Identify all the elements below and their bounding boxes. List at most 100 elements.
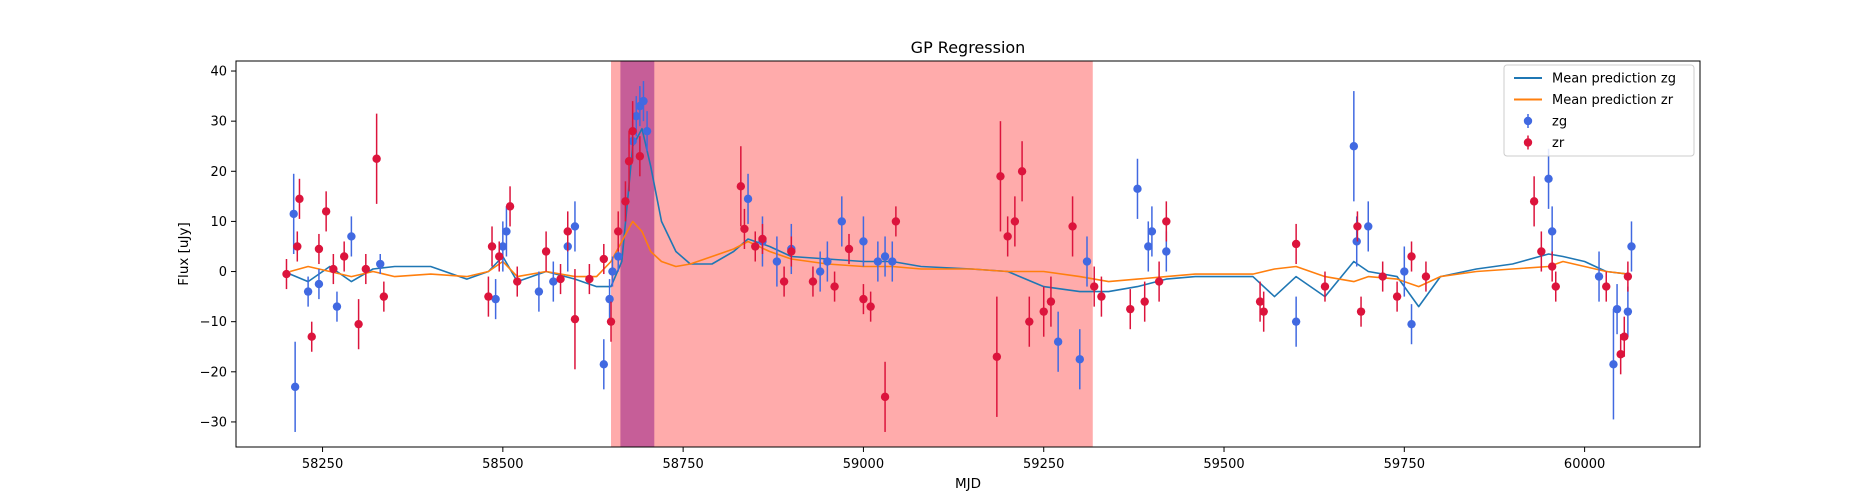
y-tick-label: 30	[210, 115, 227, 130]
data-point	[1378, 272, 1387, 281]
data-point	[635, 152, 645, 161]
data-point	[1623, 307, 1633, 316]
data-point	[1612, 304, 1622, 314]
data-point	[837, 217, 846, 226]
data-point	[487, 242, 497, 251]
data-point	[1602, 282, 1611, 291]
y-tick-label: 20	[210, 165, 227, 180]
data-point	[307, 332, 316, 341]
x-axis-label: MJD	[955, 476, 981, 492]
data-point	[888, 257, 897, 266]
data-point	[505, 202, 515, 211]
data-point	[1537, 247, 1546, 256]
data-point	[996, 172, 1005, 181]
data-point	[1291, 317, 1301, 326]
data-point	[605, 294, 614, 304]
data-point	[498, 242, 508, 251]
data-point	[599, 360, 609, 369]
legend-label: zr	[1552, 136, 1565, 151]
plot-area: 58250 58500 58750 59000 59250 59500 59750 60000…	[200, 60, 1701, 472]
data-point	[1144, 242, 1153, 251]
data-point	[1320, 282, 1330, 291]
y-tick-label: 10	[210, 215, 227, 230]
data-point	[570, 222, 580, 231]
data-point	[513, 277, 522, 286]
data-point	[1154, 277, 1164, 286]
data-point	[491, 294, 500, 304]
legend-label: Mean prediction zg	[1552, 72, 1676, 87]
legend-box	[1503, 64, 1695, 157]
data-point	[290, 382, 300, 392]
data-point	[1627, 242, 1636, 251]
shaded-region-1	[620, 61, 655, 447]
data-point	[1126, 304, 1135, 314]
data-point	[563, 227, 572, 236]
data-point	[608, 267, 617, 276]
series-line-mean-prediction-zg	[289, 127, 1628, 308]
data-point	[639, 96, 648, 106]
data-point	[1003, 232, 1012, 241]
data-point	[1140, 297, 1149, 306]
data-point	[815, 267, 825, 276]
data-point	[484, 292, 493, 301]
data-point	[1421, 272, 1431, 281]
data-point	[823, 257, 832, 266]
data-point	[1090, 282, 1099, 291]
data-point	[1291, 239, 1301, 249]
data-point	[1547, 262, 1557, 271]
data-point	[1623, 272, 1633, 281]
y-tick-label: −20	[200, 365, 227, 380]
data-point	[772, 257, 782, 266]
data-point	[1082, 257, 1092, 266]
data-point	[1392, 292, 1402, 301]
data-point	[1544, 174, 1553, 184]
data-point	[1075, 355, 1084, 364]
data-point	[329, 264, 338, 274]
data-point	[1068, 222, 1077, 231]
data-point	[534, 287, 544, 296]
legend-item-Mean prediction zr: Mean prediction zr	[1514, 93, 1674, 108]
data-point	[740, 224, 749, 234]
data-point	[632, 111, 641, 121]
legend-label: Mean prediction zr	[1552, 93, 1674, 108]
data-point	[614, 252, 623, 261]
data-point	[736, 182, 746, 191]
data-point	[992, 352, 1002, 361]
data-point	[779, 277, 789, 286]
data-point	[808, 277, 818, 286]
legend-item-zg: zg	[1523, 114, 1567, 130]
data-point	[873, 257, 883, 266]
axes-frame	[235, 60, 1701, 448]
data-point	[372, 154, 381, 163]
data-point	[1551, 282, 1560, 291]
data-point	[585, 274, 594, 284]
legend-marker-swatch	[1523, 138, 1533, 147]
data-point	[624, 157, 634, 166]
data-point	[1017, 167, 1027, 176]
data-point	[844, 244, 854, 254]
data-point	[743, 194, 753, 204]
series-points-zr	[282, 101, 1633, 432]
data-point	[541, 247, 551, 256]
data-point	[1147, 227, 1157, 236]
x-tick-label: 59000	[843, 457, 884, 472]
data-point	[1356, 307, 1366, 316]
data-point	[556, 274, 565, 284]
data-point	[1400, 267, 1409, 276]
data-point	[1529, 197, 1539, 206]
legend: Mean prediction zg Mean prediction zr zg zr	[1503, 64, 1695, 157]
y-tick-label: −10	[200, 315, 227, 330]
data-point	[303, 287, 313, 296]
x-tick-label: 59500	[1203, 457, 1244, 472]
legend-marker-swatch	[1523, 116, 1533, 126]
chart-title: GP Regression	[911, 38, 1026, 57]
data-point	[1594, 272, 1604, 281]
data-point	[866, 302, 875, 311]
data-point	[1162, 217, 1171, 226]
data-point	[1162, 247, 1171, 256]
data-point	[830, 282, 839, 291]
data-point	[787, 247, 796, 256]
data-point	[1025, 317, 1034, 326]
data-point	[1364, 222, 1373, 231]
legend-item-zr: zr	[1523, 135, 1565, 151]
